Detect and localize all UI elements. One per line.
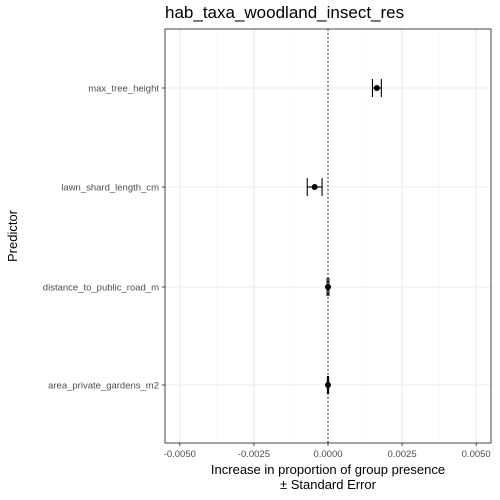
data-point xyxy=(373,85,380,91)
y-axis: max_tree_height lawn_shard_length_cmdista… xyxy=(43,84,165,392)
grid-lines xyxy=(165,29,491,443)
x-axis: -0.0050 -0.0025 0.0000 0.0025 0.0050 xyxy=(164,443,491,460)
x-tick-label: -0.0050 xyxy=(164,449,196,460)
data-marks xyxy=(306,79,382,394)
data-point xyxy=(325,284,331,290)
y-tick-label: area_private_gardens_m2 xyxy=(48,381,159,392)
x-axis-title: Increase in proportion of group presence xyxy=(211,462,445,477)
y-axis-title: Predictor xyxy=(5,209,20,262)
x-tick-label: 0.0050 xyxy=(462,449,491,460)
y-tick-label: lawn_shard_length_cm xyxy=(61,183,159,194)
data-point xyxy=(311,184,318,190)
y-tick-label: distance_to_public_road_m xyxy=(43,283,159,294)
chart-title: hab_taxa_woodland_insect_res xyxy=(165,3,404,22)
x-axis-subtitle: ± Standard Error xyxy=(280,477,377,492)
x-tick-label: 0.0000 xyxy=(313,449,342,460)
data-point xyxy=(325,382,331,388)
x-tick-label: 0.0025 xyxy=(388,449,417,460)
y-tick-label: max_tree_height xyxy=(88,84,159,95)
x-tick-label: -0.0025 xyxy=(238,449,270,460)
